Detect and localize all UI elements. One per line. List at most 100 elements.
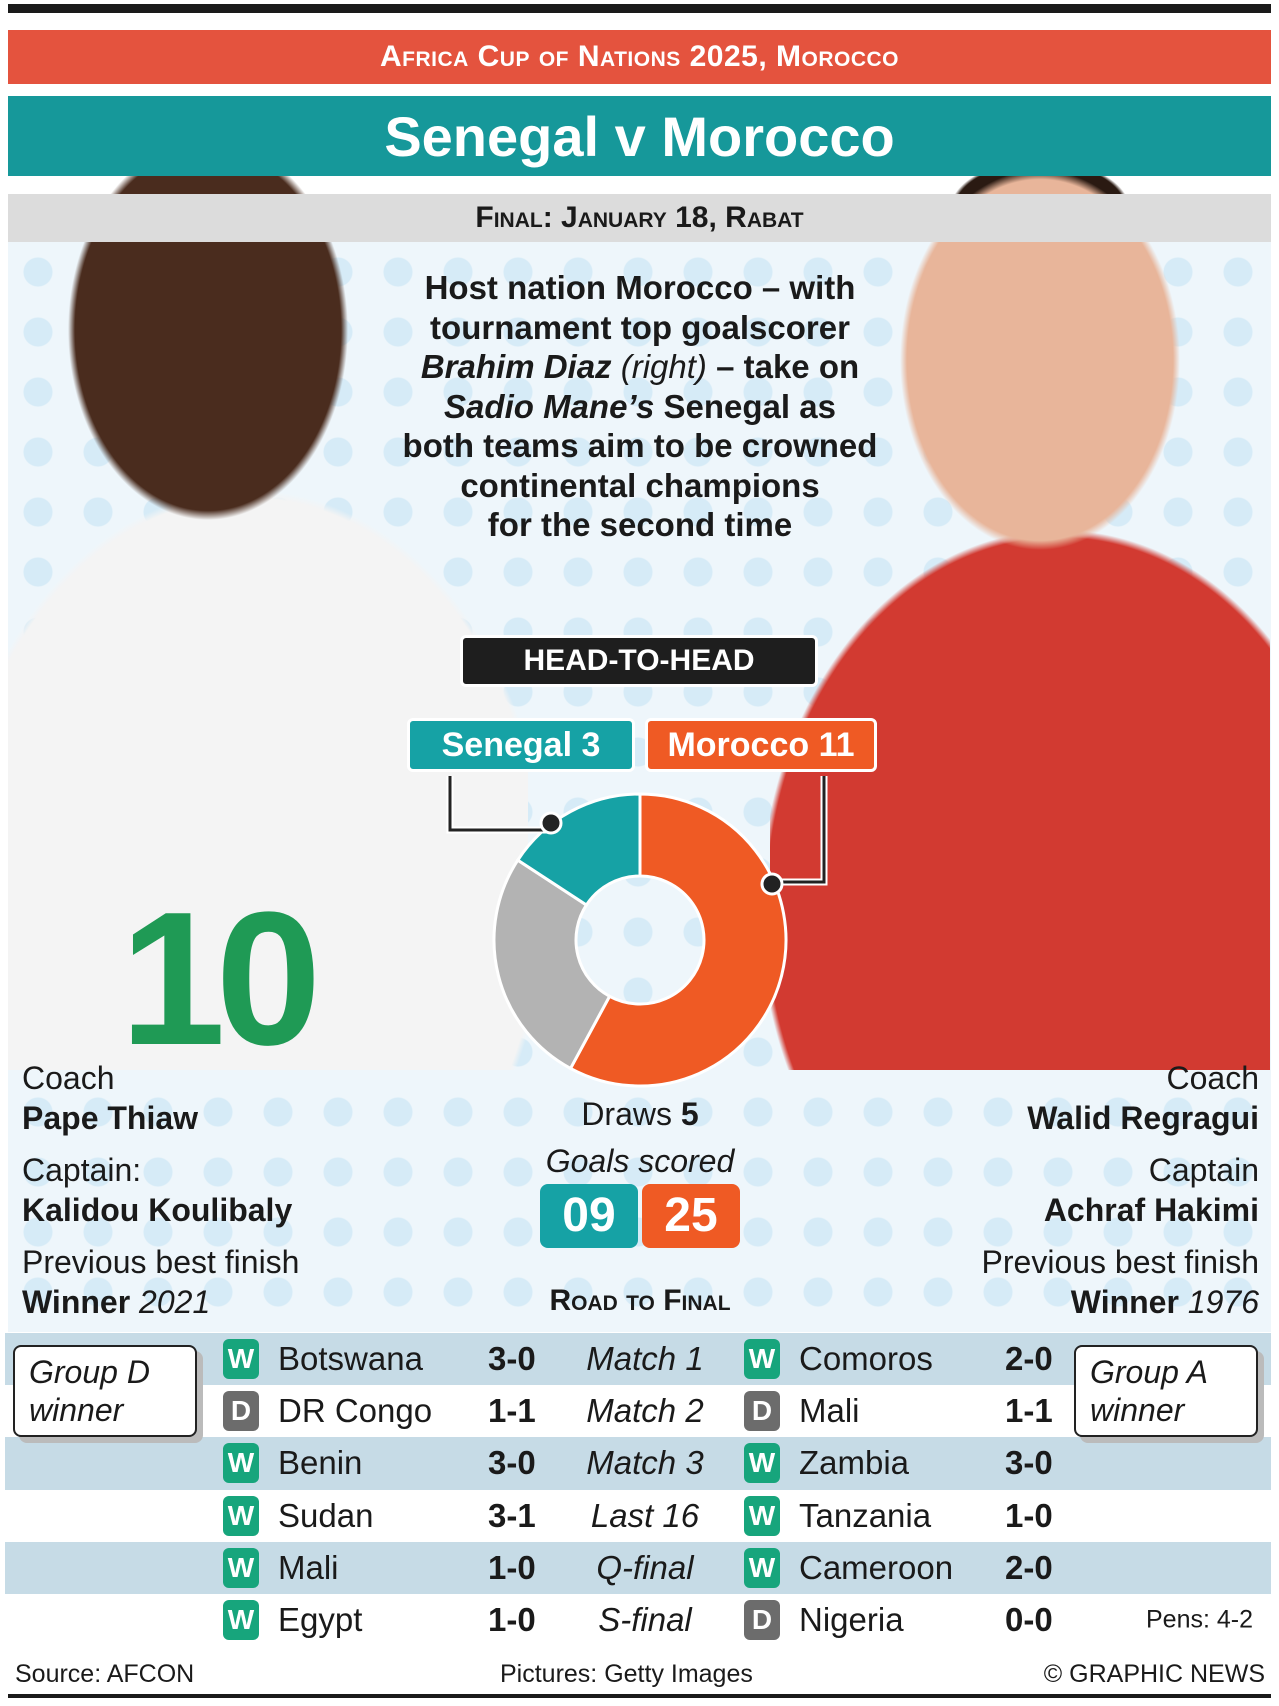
morocco-opponent: Nigeria [799, 1601, 904, 1639]
morocco-opponent: Cameroon [799, 1548, 954, 1586]
tournament-name: Africa Cup of Nations 2025, Morocco [379, 40, 899, 73]
intro-name: Sadio Mane’s [444, 387, 655, 425]
morocco-score: 0-0 [1005, 1601, 1053, 1639]
table-row: W Botswana 3-0 Match 1 W Comoros 2-0 [5, 1333, 1271, 1386]
senegal-opponent: Mali [278, 1548, 339, 1586]
senegal-score: 1-0 [488, 1601, 536, 1639]
morocco-result-badge: D [744, 1391, 780, 1432]
coach-label: Coach [1166, 1060, 1260, 1096]
morocco-info: Coach Walid Regragui Captain Achraf Haki… [982, 1058, 1259, 1322]
match-title: Senegal v Morocco [8, 96, 1271, 176]
match-date: Final: January 18, Rabat [8, 194, 1271, 242]
stage-label: Q-final [596, 1548, 694, 1586]
stage-label: Match 1 [586, 1340, 704, 1378]
stage-label: Match 3 [586, 1444, 704, 1482]
stage-label: Match 2 [586, 1392, 704, 1430]
senegal-opponent: Benin [278, 1444, 363, 1482]
morocco-opponent: Tanzania [799, 1496, 932, 1534]
senegal-opponent: Sudan [278, 1496, 374, 1534]
senegal-score: 3-0 [488, 1340, 536, 1378]
senegal-result-badge: D [223, 1391, 259, 1432]
head-to-head-title: HEAD-TO-HEAD [460, 635, 818, 687]
table-row: D DR Congo 1-1 Match 2 D Mali 1-1 [5, 1385, 1271, 1437]
penalties-note: Pens: 4-2 [1145, 1605, 1253, 1634]
intro-line: tournament top goalscorer [430, 308, 850, 346]
senegal-score: 1-0 [488, 1548, 536, 1586]
morocco-result-badge: W [744, 1495, 780, 1536]
senegal-goals: 09 [540, 1184, 638, 1248]
donut-slice-draws [492, 858, 612, 1071]
photo-sadio-mane [8, 130, 528, 1070]
morocco-group-label: Group A winner [1074, 1345, 1258, 1437]
senegal-result-badge: W [223, 1339, 259, 1380]
coach-name: Walid Regragui [1027, 1100, 1259, 1136]
best-finish-label: Previous best finish [981, 1244, 1259, 1280]
morocco-result-badge: W [744, 1339, 780, 1380]
head-to-head-stats: Draws 5 Goals scored 09 25 [440, 1096, 840, 1252]
coach-label: Coach [22, 1060, 115, 1096]
source: Source: AFCON [15, 1660, 195, 1688]
intro-line: both teams aim to be crowned [402, 427, 878, 464]
shirt-number: 10 [120, 873, 321, 1085]
senegal-opponent: DR Congo [278, 1392, 433, 1430]
morocco-score: 1-0 [1005, 1496, 1053, 1534]
intro-text: Host nation Morocco – with tournament to… [340, 268, 940, 545]
goals-label: Goals scored [545, 1143, 735, 1179]
morocco-score: 2-0 [1005, 1340, 1053, 1378]
copyright: © GRAPHIC NEWS [1043, 1660, 1265, 1688]
best-finish-label: Previous best finish [22, 1244, 300, 1280]
date-text: Final: January 18, Rabat [475, 201, 804, 234]
intro-line: – take on [706, 348, 860, 385]
captain-label: Captain [1148, 1152, 1259, 1188]
morocco-wins-label: Morocco 11 [645, 718, 877, 772]
senegal-score: 3-1 [488, 1496, 536, 1534]
table-row: W Benin 3-0 Match 3 W Zambia 3-0 [5, 1437, 1271, 1490]
table-row: W Sudan 3-1 Last 16 W Tanzania 1-0 [5, 1490, 1271, 1542]
intro-line: Host nation Morocco – with [424, 269, 856, 306]
picture-credit: Pictures: Getty Images [500, 1660, 753, 1688]
stage-label: S-final [598, 1601, 692, 1639]
road-to-final-title: Road to Final [440, 1284, 840, 1318]
intro-line: Senegal as [654, 387, 836, 425]
draws-label: Draws [581, 1096, 672, 1132]
senegal-group-label: Group D winner [13, 1345, 197, 1437]
road-title-text: Road to Final [549, 1284, 731, 1317]
stage-label: Last 16 [590, 1496, 700, 1534]
senegal-wins-label: Senegal 3 [407, 718, 635, 772]
morocco-score: 2-0 [1005, 1548, 1053, 1586]
tournament-banner: Africa Cup of Nations 2025, Morocco [8, 30, 1271, 84]
table-row: W Mali 1-0 Q-final W Cameroon 2-0 [5, 1541, 1271, 1594]
morocco-callout-dot [760, 872, 784, 896]
senegal-result-badge: W [223, 1547, 259, 1588]
best-finish: Winner [22, 1284, 131, 1320]
callout-lines [446, 776, 828, 896]
coach-name: Pape Thiaw [22, 1100, 199, 1136]
bottom-rule [8, 1694, 1271, 1698]
morocco-opponent: Mali [799, 1392, 860, 1430]
senegal-score: 3-0 [488, 1444, 536, 1482]
morocco-result-badge: W [744, 1547, 780, 1588]
senegal-opponent: Egypt [278, 1601, 363, 1639]
morocco-result-badge: D [744, 1600, 780, 1641]
morocco-score: 1-1 [1005, 1392, 1053, 1430]
best-finish-year: 2021 [139, 1284, 211, 1320]
senegal-info: Coach Pape Thiaw Captain: Kalidou Koulib… [22, 1058, 299, 1322]
best-finish-year: 1976 [1187, 1284, 1259, 1320]
intro-line: continental champions [460, 466, 820, 504]
captain-name: Achraf Hakimi [1043, 1192, 1259, 1228]
captain-name: Kalidou Koulibaly [22, 1192, 293, 1228]
morocco-score: 3-0 [1005, 1444, 1053, 1482]
draws-value: 5 [680, 1096, 699, 1132]
table-row: W Egypt 1-0 S-final D Nigeria 0-0 Pens: 4-2 [5, 1594, 1271, 1646]
senegal-result-badge: W [223, 1443, 259, 1484]
intro-line: for the second time [487, 506, 793, 543]
senegal-result-badge: W [223, 1600, 259, 1641]
morocco-opponent: Comoros [799, 1340, 933, 1378]
morocco-goals: 25 [642, 1184, 740, 1248]
senegal-callout-dot [539, 811, 563, 835]
senegal-result-badge: W [223, 1495, 259, 1536]
head-to-head-donut [492, 792, 788, 1088]
captain-label: Captain: [22, 1152, 142, 1188]
road-to-final-table: W Botswana 3-0 Match 1 W Comoros 2-0 D DR Congo 1… [5, 1333, 1271, 1646]
donut-slice-morocco [568, 792, 788, 1088]
